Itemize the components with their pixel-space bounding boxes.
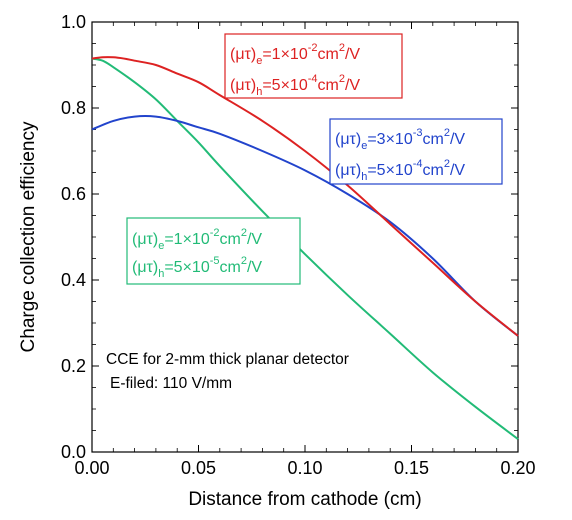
legend-unit: cm [220,259,241,276]
legend-unit-exp: 2 [444,127,450,139]
legend-mid: =5×10 [164,259,209,276]
legend-tail: /V [247,259,262,276]
legend-tail: /V [450,131,465,148]
legend-unit-exp: 2 [241,227,247,239]
legend-blue: (μτ)e=3×10-3cm2/V(μτ)h=5×10-4cm2/V [329,118,503,185]
series-line-2 [91,57,519,440]
y-tick-label: 0.2 [61,356,86,376]
y-tick-label: 0.4 [61,270,86,290]
legend-electron-2: (μτ)e=1×10-2cm2/V [132,227,262,252]
legend-mid: =5×10 [262,77,307,94]
series-line-1 [91,115,519,337]
legend-mid: =3×10 [367,131,412,148]
legend-mid: =1×10 [164,231,209,248]
legend-sub: e [158,240,164,252]
legend-sub: e [361,140,367,152]
y-tick-label: 0.8 [61,98,86,118]
legend-tail: /V [247,231,262,248]
legend-label: (μτ) [230,46,256,63]
x-tick-label: 0.05 [181,458,216,478]
legend-label: (μτ) [335,131,361,148]
legend-tail: /V [450,162,465,179]
legend-exp: -4 [308,73,318,85]
y-tick-label: 0.0 [61,442,86,462]
legend-mid: =5×10 [367,162,412,179]
x-tick-label: 0.15 [394,458,429,478]
legend-unit: cm [423,131,444,148]
legend-hole-1: (μτ)h=5×10-4cm2/V [335,158,465,183]
legend-label: (μτ) [335,162,361,179]
legend-mid: =1×10 [262,46,307,63]
y-axis-label: Charge collection efficiency [18,121,39,352]
legend-label: (μτ) [132,231,158,248]
annotation-line-1: CCE for 2-mm thick planar detector [106,351,349,368]
legend-electron-0: (μτ)e=1×10-2cm2/V [230,42,360,67]
legend-sub: h [256,86,262,98]
legend-label: (μτ) [230,77,256,94]
legend-unit-exp: 2 [241,255,247,267]
legend-tail: /V [345,77,360,94]
legend-tail: /V [345,46,360,63]
legend-hole-0: (μτ)h=5×10-4cm2/V [230,73,360,98]
legend-unit: cm [423,162,444,179]
legend-electron-1: (μτ)e=3×10-3cm2/V [335,127,465,152]
annotation-line-2: E-filed: 110 V/mm [110,375,232,392]
legend-sub: e [256,55,262,67]
legend-label: (μτ) [132,259,158,276]
legend-green: (μτ)e=1×10-2cm2/V(μτ)h=5×10-5cm2/V [126,217,301,285]
legend-unit: cm [318,77,339,94]
legend-unit-exp: 2 [339,42,345,54]
tick-labels: 0.00 0.05 0.10 0.15 0.20 0.0 0.2 0.4 0.6 0.8 1.0 [61,12,536,478]
legend-exp: -5 [210,255,220,267]
legend-sub: h [361,171,367,183]
series-line-0 [91,56,519,337]
legend-sub: h [158,268,164,280]
series-lines [91,56,519,440]
legend-red: (μτ)e=1×10-2cm2/V(μτ)h=5×10-4cm2/V [224,33,403,99]
axis-ticks [91,21,519,453]
x-tick-label: 0.10 [287,458,322,478]
legend-unit-exp: 2 [444,158,450,170]
x-tick-label: 0.00 [74,458,109,478]
x-axis-label: Distance from cathode (cm) [188,489,421,510]
legend-unit: cm [220,231,241,248]
y-tick-label: 0.6 [61,184,86,204]
legend-exp: -4 [413,158,423,170]
legend-unit: cm [318,46,339,63]
legend-exp: -2 [210,227,220,239]
legend-exp: -3 [413,127,423,139]
legend-unit-exp: 2 [339,73,345,85]
legend-exp: -2 [308,42,318,54]
legend-hole-2: (μτ)h=5×10-5cm2/V [132,255,262,280]
y-tick-label: 1.0 [61,12,86,32]
x-tick-label: 0.20 [500,458,535,478]
